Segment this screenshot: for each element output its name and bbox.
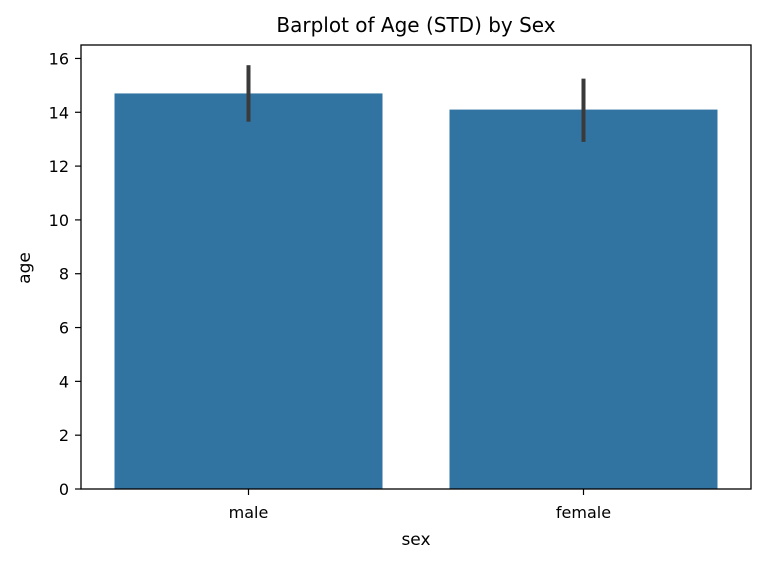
y-tick-label: 2: [59, 426, 69, 445]
y-tick-label: 16: [49, 49, 69, 68]
y-tick-label: 4: [59, 372, 69, 391]
x-tick-label: female: [556, 503, 611, 522]
y-tick-label: 12: [49, 157, 69, 176]
bar-male: [114, 93, 383, 489]
x-tick-label: male: [229, 503, 269, 522]
plot-area: [114, 65, 718, 489]
chart-title: Barplot of Age (STD) by Sex: [276, 13, 555, 37]
x-axis: male female: [229, 489, 611, 522]
x-axis-label: sex: [401, 530, 430, 550]
y-axis: 0 2 4 6 8 10 12 14 16: [49, 49, 81, 499]
y-tick-label: 10: [49, 211, 69, 230]
bar-female: [449, 109, 718, 489]
plot-frame: [80, 44, 752, 490]
y-tick-label: 6: [59, 319, 69, 338]
y-tick-label: 0: [59, 480, 69, 499]
y-tick-label: 14: [49, 103, 69, 122]
y-tick-label: 8: [59, 265, 69, 284]
y-axis-label: age: [15, 252, 35, 284]
